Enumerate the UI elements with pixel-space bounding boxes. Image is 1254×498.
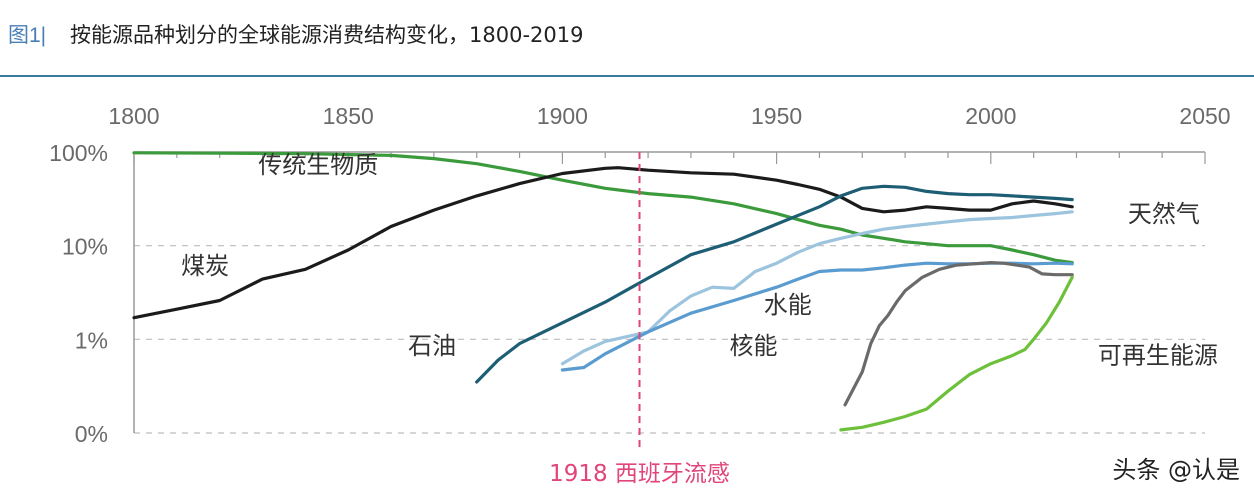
series-line <box>560 210 1074 366</box>
series-lines <box>132 151 1074 432</box>
y-tick-label: 10% <box>62 234 108 260</box>
series-line <box>843 261 1074 407</box>
series-line <box>132 166 1074 320</box>
y-tick-label: 0% <box>75 421 108 447</box>
series-label: 可再生能源 <box>1098 342 1218 370</box>
series-line <box>475 184 1074 384</box>
axes: 1800 1850 1900 1950 2000 2050 100% 10% 1% 0% <box>49 103 1230 447</box>
x-tick-label: 1800 <box>108 103 159 129</box>
y-tick-label: 1% <box>75 327 108 353</box>
y-tick-label: 100% <box>49 140 108 166</box>
chart-title: 按能源品种划分的全球能源消费结构变化，1800-2019 <box>70 23 583 47</box>
series-label: 水能 <box>764 291 812 319</box>
watermark: 头条 @认是 <box>1112 456 1240 484</box>
series-label: 核能 <box>729 332 777 360</box>
x-tick-label: 2050 <box>1179 103 1230 129</box>
series-label: 煤炭 <box>181 252 229 280</box>
series-line <box>839 275 1074 432</box>
series-label: 石油 <box>408 332 456 360</box>
x-tick-label: 1850 <box>323 103 374 129</box>
x-tick-label: 1900 <box>537 103 588 129</box>
annotations: 1918 西班牙流感 <box>549 152 730 487</box>
figure-label: 图1| <box>8 24 46 47</box>
x-tick-label: 2000 <box>965 103 1016 129</box>
series-label: 传统生物质 <box>258 151 378 179</box>
series-label: 天然气 <box>1128 200 1200 228</box>
series-line <box>132 151 1074 265</box>
annotation-label: 1918 西班牙流感 <box>549 461 730 487</box>
series-line <box>560 261 1074 372</box>
gridlines <box>134 245 1205 434</box>
x-tick-label: 1950 <box>751 103 802 129</box>
